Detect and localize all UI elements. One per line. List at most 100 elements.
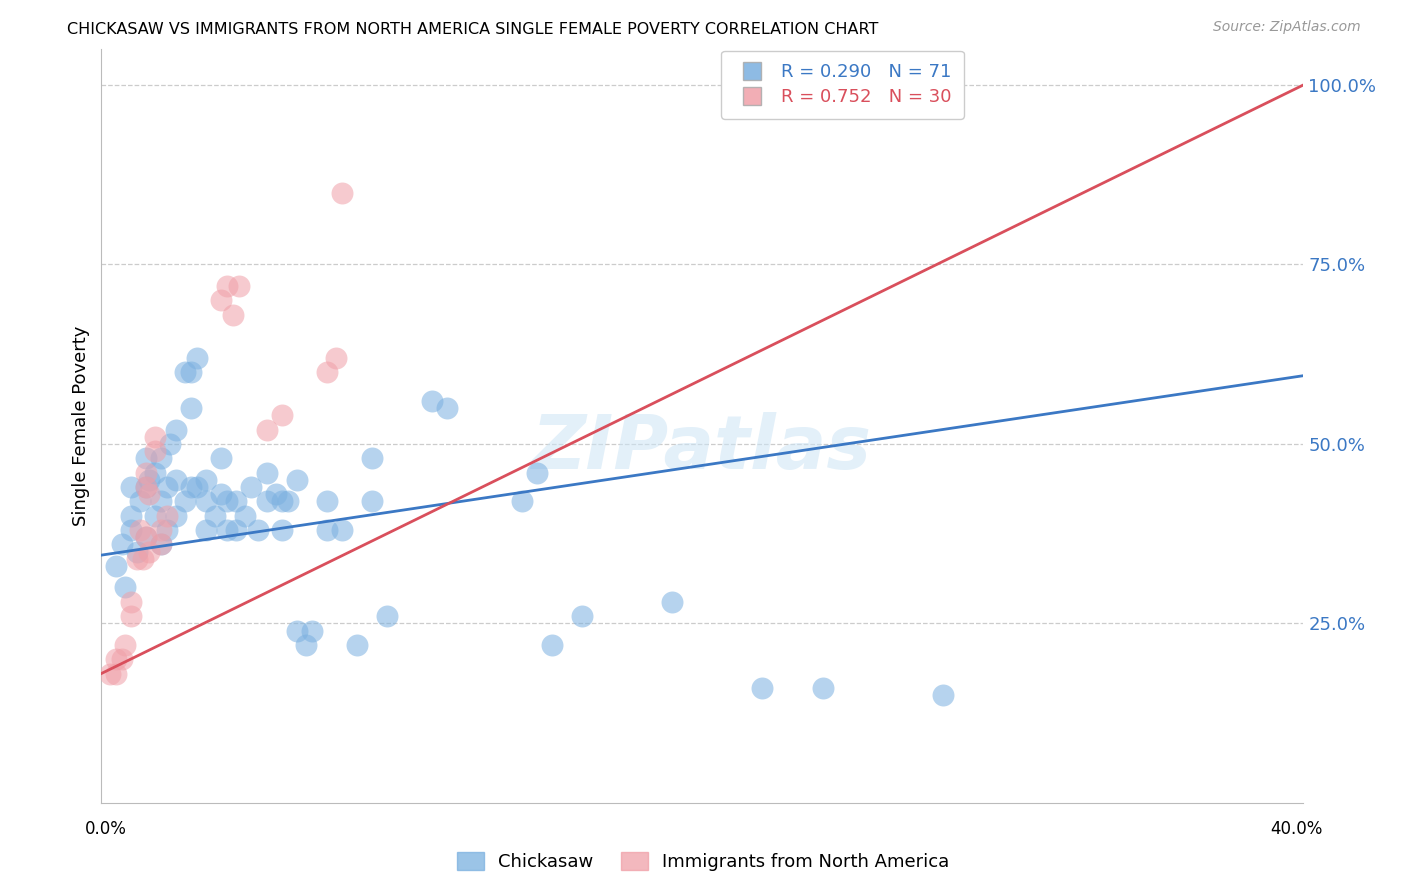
Point <box>114 581 136 595</box>
Point <box>325 351 347 365</box>
Point <box>159 437 181 451</box>
Point <box>135 480 157 494</box>
Point <box>217 494 239 508</box>
Point <box>114 638 136 652</box>
Point <box>346 638 368 652</box>
Point <box>225 523 247 537</box>
Point <box>129 523 152 537</box>
Point <box>127 544 149 558</box>
Point <box>120 609 142 624</box>
Point <box>165 508 187 523</box>
Point <box>751 681 773 695</box>
Point <box>436 401 458 415</box>
Point <box>330 523 353 537</box>
Point <box>217 279 239 293</box>
Point <box>174 365 197 379</box>
Point <box>174 494 197 508</box>
Point <box>156 523 179 537</box>
Point <box>143 508 166 523</box>
Point <box>420 393 443 408</box>
Point <box>129 494 152 508</box>
Point <box>180 480 202 494</box>
Point <box>510 494 533 508</box>
Point <box>150 523 173 537</box>
Point <box>211 487 233 501</box>
Point <box>165 423 187 437</box>
Legend: R = 0.290   N = 71, R = 0.752   N = 30: R = 0.290 N = 71, R = 0.752 N = 30 <box>721 51 963 119</box>
Point <box>360 451 382 466</box>
Point <box>135 530 157 544</box>
Point <box>120 523 142 537</box>
Point <box>143 444 166 458</box>
Point <box>180 365 202 379</box>
Point <box>186 351 208 365</box>
Point <box>256 494 278 508</box>
Point <box>98 666 121 681</box>
Text: 0.0%: 0.0% <box>84 820 127 838</box>
Point <box>105 652 128 666</box>
Point <box>195 523 218 537</box>
Point <box>931 688 953 702</box>
Legend: Chickasaw, Immigrants from North America: Chickasaw, Immigrants from North America <box>450 845 956 879</box>
Point <box>270 494 292 508</box>
Point <box>661 595 683 609</box>
Point <box>315 494 337 508</box>
Point <box>105 558 128 573</box>
Point <box>571 609 593 624</box>
Point <box>143 430 166 444</box>
Point <box>375 609 398 624</box>
Point <box>132 551 155 566</box>
Point <box>211 293 233 308</box>
Point <box>135 466 157 480</box>
Point <box>120 508 142 523</box>
Point <box>240 480 263 494</box>
Point <box>180 401 202 415</box>
Point <box>541 638 564 652</box>
Point <box>285 473 308 487</box>
Point <box>811 681 834 695</box>
Point <box>138 544 160 558</box>
Text: 40.0%: 40.0% <box>1270 820 1323 838</box>
Point <box>150 537 173 551</box>
Point <box>301 624 323 638</box>
Point <box>225 494 247 508</box>
Point <box>330 186 353 200</box>
Point <box>256 423 278 437</box>
Point <box>235 508 257 523</box>
Point <box>195 494 218 508</box>
Point <box>120 480 142 494</box>
Point <box>217 523 239 537</box>
Point <box>526 466 548 480</box>
Point <box>150 494 173 508</box>
Point <box>751 78 773 92</box>
Point <box>211 451 233 466</box>
Text: Source: ZipAtlas.com: Source: ZipAtlas.com <box>1213 20 1361 34</box>
Point <box>264 487 287 501</box>
Point <box>270 523 292 537</box>
Point <box>143 466 166 480</box>
Point <box>138 473 160 487</box>
Point <box>150 451 173 466</box>
Point <box>156 508 179 523</box>
Point <box>294 638 316 652</box>
Point <box>277 494 299 508</box>
Point <box>270 408 292 422</box>
Point <box>156 480 179 494</box>
Point <box>165 473 187 487</box>
Point <box>150 537 173 551</box>
Point <box>228 279 250 293</box>
Point <box>135 480 157 494</box>
Point <box>256 466 278 480</box>
Point <box>111 652 134 666</box>
Point <box>111 537 134 551</box>
Y-axis label: Single Female Poverty: Single Female Poverty <box>72 326 90 526</box>
Point <box>315 365 337 379</box>
Point <box>246 523 269 537</box>
Point <box>127 551 149 566</box>
Point <box>105 666 128 681</box>
Point <box>138 487 160 501</box>
Point <box>360 494 382 508</box>
Point <box>285 624 308 638</box>
Point <box>120 595 142 609</box>
Point <box>315 523 337 537</box>
